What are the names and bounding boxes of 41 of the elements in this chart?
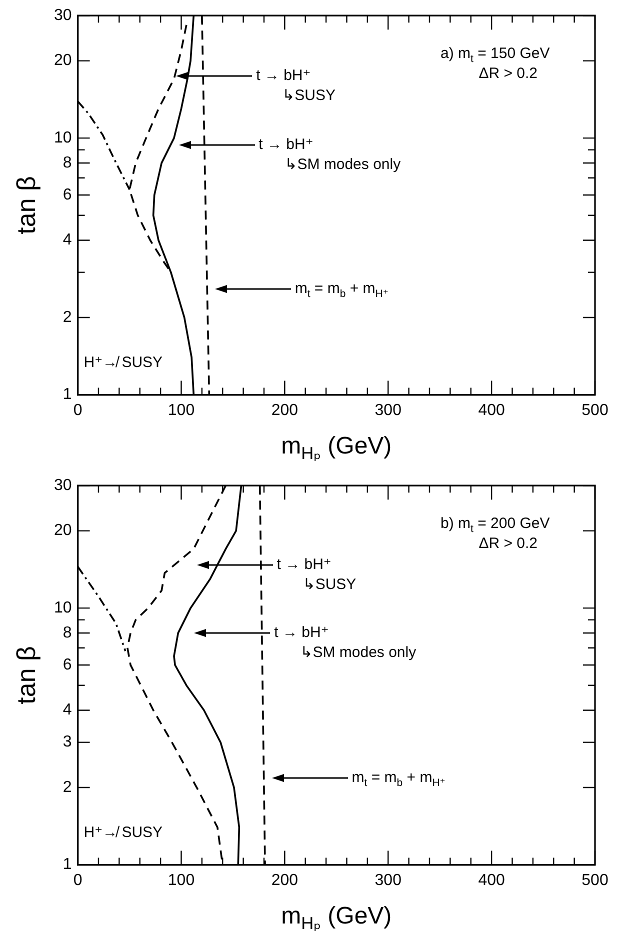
annotation: t → bH⁺ ↳SM modes only (258, 134, 401, 175)
y-tick-label: 20 (54, 52, 72, 70)
x-tick-label: 400 (478, 872, 506, 889)
annotation: t → bH⁺ ↳SM modes only (274, 623, 416, 664)
y-tick-label: 2 (62, 308, 72, 326)
y-tick-label: 30 (54, 7, 72, 24)
x-tick-label: 100 (168, 872, 195, 889)
x-tick-label: 300 (374, 402, 402, 419)
annotation: H⁺↛ SUSY (84, 822, 163, 843)
y-tick-label: 30 (54, 477, 72, 494)
y-tick-label: 2 (62, 778, 72, 796)
y-tick-label: 20 (54, 522, 72, 540)
y-tick-label: 8 (62, 624, 72, 642)
annotation: b) m$_{t}$ = 200 GeV ΔR > 0.2 (440, 514, 550, 554)
y-tick-label: 4 (62, 232, 72, 249)
annotation: H⁺↛ SUSY (84, 352, 163, 373)
x-tick-label: 500 (582, 872, 608, 889)
y-axis-title: tan β (10, 176, 41, 234)
x-tick-label: 200 (271, 872, 298, 889)
y-tick-label: 8 (62, 154, 72, 172)
y-tick-label: 10 (54, 129, 72, 146)
y-tick-label: 4 (62, 702, 72, 719)
y-tick-label: 6 (62, 186, 72, 204)
y-axis-title: tan β (10, 646, 41, 704)
annotation: m$_{t}$ = m$_{b}$ + m$_{H⁺}$ (352, 768, 446, 789)
x-tick-label: 100 (168, 402, 195, 419)
y-tick-label: 3 (62, 734, 72, 751)
annotation: t → bH⁺ ↳SUSY (276, 555, 356, 596)
x-tick-label: 400 (478, 402, 506, 419)
x-tick-label: 200 (271, 402, 298, 419)
y-tick-label: 6 (62, 656, 72, 674)
x-tick-label: 500 (582, 402, 608, 419)
annotation: a) m$_{t}$ = 150 GeV ΔR > 0.2 (440, 44, 550, 84)
y-tick-label: 10 (54, 599, 72, 616)
x-tick-label: 300 (374, 872, 402, 889)
x-tick-label: 0 (73, 402, 82, 419)
y-tick-label: 1 (62, 386, 72, 404)
x-tick-label: 0 (73, 872, 82, 889)
annotation: t → bH⁺ ↳SUSY (256, 66, 336, 106)
annotation: m$_{t}$ = m$_{b}$ + m$_{H⁺}$ (294, 278, 388, 300)
y-tick-label: 1 (62, 856, 72, 874)
